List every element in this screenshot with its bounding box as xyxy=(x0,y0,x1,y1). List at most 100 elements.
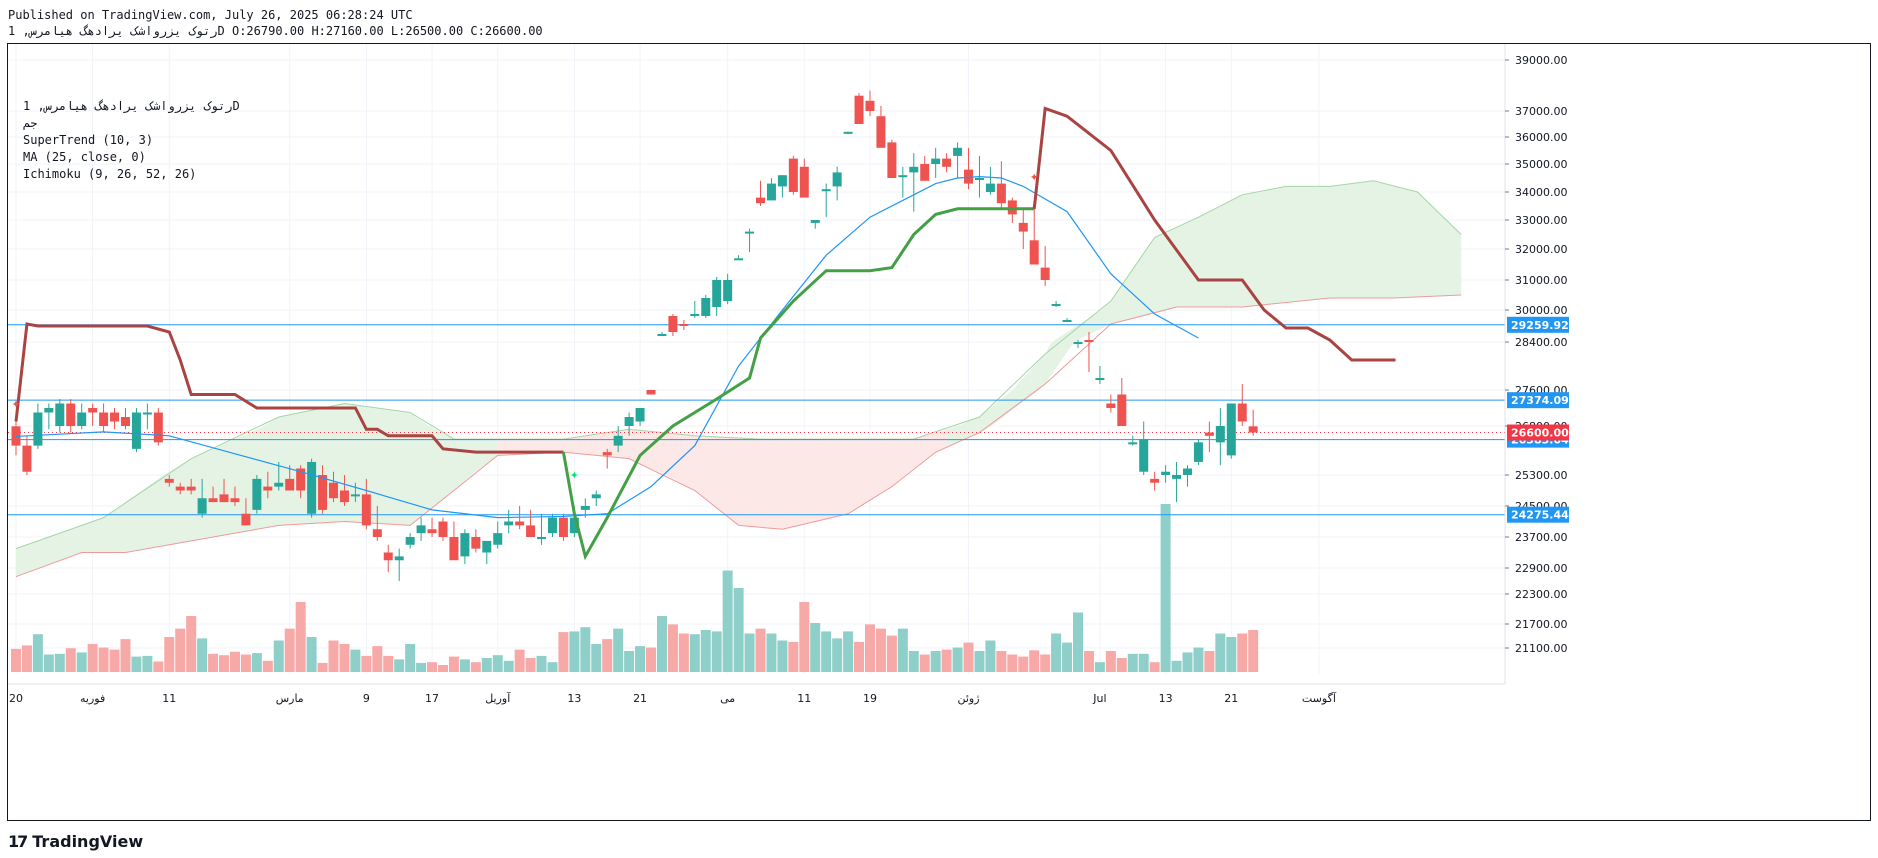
volume-bar xyxy=(1149,662,1160,672)
candle-body xyxy=(329,482,339,499)
volume-bar xyxy=(1083,651,1094,672)
legend-ma[interactable]: MA (25, close, 0) xyxy=(23,150,146,164)
cloud-green xyxy=(946,180,1462,448)
candle-body xyxy=(865,100,875,111)
volume-bar xyxy=(427,662,438,672)
y-tick-label: 30000.00 xyxy=(1515,304,1568,317)
candle-body xyxy=(1150,478,1160,483)
candle-body xyxy=(1226,403,1236,456)
candle-body xyxy=(504,521,514,526)
volume-bar xyxy=(459,659,470,672)
y-tick-label: 39000.00 xyxy=(1515,54,1568,67)
candle-body xyxy=(635,408,645,422)
x-tick-label: مارس xyxy=(276,692,304,705)
price-axis: 39000.00 37000.00 36000.00 35000.00 34000.00… xyxy=(1504,44,1568,684)
legend-symbol[interactable]: رتوک یزرواشک یرادهگ هیامرس, 1D xyxy=(23,99,240,113)
hline-label: 29259.92 xyxy=(1511,319,1569,332)
candle-body xyxy=(953,147,963,156)
volume-bar xyxy=(1040,654,1051,672)
candle-body xyxy=(252,478,262,510)
candle-body xyxy=(427,529,437,534)
x-tick-label: 21 xyxy=(1224,692,1238,705)
candle-body xyxy=(821,189,831,192)
candle-body xyxy=(887,142,897,178)
x-tick-label: آگوست xyxy=(1302,691,1337,705)
candle-body xyxy=(296,468,306,491)
candle-body xyxy=(318,475,328,510)
volume-bar xyxy=(875,628,886,672)
legend-supertrend[interactable]: SuperTrend (10, 3) xyxy=(23,133,154,147)
candle-body xyxy=(723,280,733,301)
tradingview-logo: 17 TradingView xyxy=(8,832,143,851)
volume-bar xyxy=(810,623,821,672)
volume-bar xyxy=(1073,612,1084,672)
candle-body xyxy=(777,175,787,187)
volume-bar xyxy=(941,649,952,672)
x-tick-label: 13 xyxy=(1159,692,1173,705)
x-tick-label: Jul xyxy=(1092,692,1106,705)
candle-body xyxy=(1161,471,1171,475)
volume-bar xyxy=(295,602,306,672)
volume-bar xyxy=(164,637,175,672)
candle-body xyxy=(1040,267,1050,280)
chart-legend: رتوک یزرواشک یرادهگ هیامرس, 1D جم SuperT… xyxy=(23,98,240,183)
candle-body xyxy=(66,403,76,426)
legend-exchange: جم xyxy=(23,116,38,130)
candle-body xyxy=(843,131,853,134)
candle-body xyxy=(657,334,667,336)
volume-bar xyxy=(1062,642,1073,672)
supertrend-down-line xyxy=(14,322,564,454)
volume-bar xyxy=(777,640,788,672)
volume-bar xyxy=(43,654,54,672)
volume-bar xyxy=(350,649,361,672)
candle-body xyxy=(44,408,54,413)
cloud-span-b xyxy=(15,294,1462,578)
y-tick-label: 22900.00 xyxy=(1515,562,1568,575)
volume-bar xyxy=(273,640,284,672)
candle-body xyxy=(383,552,393,561)
candle-body xyxy=(734,258,744,261)
volume-bar xyxy=(448,656,459,672)
legend-ichimoku[interactable]: Ichimoku (9, 26, 52, 26) xyxy=(23,167,197,181)
volume-bar xyxy=(689,634,700,672)
volume-bar xyxy=(536,655,547,672)
candle-body xyxy=(208,498,218,503)
volume-bar xyxy=(1237,633,1248,672)
volume-bar xyxy=(1138,653,1149,672)
candle-body xyxy=(942,158,952,167)
candle-body xyxy=(580,506,590,510)
price-chart[interactable]: ✦ ✦ ✦ 39000.00 37000.00 36000.00 35000.00 3400… xyxy=(8,44,1870,820)
candle-body xyxy=(854,95,864,124)
candle-body xyxy=(1073,342,1083,344)
x-tick-label: 11 xyxy=(162,692,176,705)
y-tick-label: 32000.00 xyxy=(1515,243,1568,256)
candle-body xyxy=(832,172,842,187)
chart-pane[interactable]: ✦ ✦ ✦ 39000.00 37000.00 36000.00 35000.00 3400… xyxy=(7,43,1871,821)
candle-body xyxy=(756,197,765,204)
volume-bar xyxy=(1029,650,1040,672)
y-tick-label: 34000.00 xyxy=(1515,186,1568,199)
candle-body xyxy=(1117,394,1127,426)
volume-bar xyxy=(788,641,799,672)
volume-bar xyxy=(1105,651,1116,672)
candle-body xyxy=(263,486,273,491)
volume-bar xyxy=(1051,633,1062,672)
hline-label: 24275.44 xyxy=(1511,509,1569,522)
candle-body xyxy=(449,537,459,561)
candle-body xyxy=(1084,340,1094,342)
candle-body xyxy=(799,166,809,198)
volume-bar xyxy=(76,652,87,672)
candle-body xyxy=(77,412,87,426)
candle-body xyxy=(690,314,700,316)
volume-bars xyxy=(11,504,1259,672)
candle-body xyxy=(537,537,547,539)
candle-body xyxy=(1215,426,1225,443)
volume-bar xyxy=(175,628,186,672)
tradingview-logo-icon: 17 xyxy=(8,832,28,851)
volume-bar xyxy=(98,647,109,672)
candle-body xyxy=(339,490,349,503)
volume-bar xyxy=(65,648,76,672)
candle-body xyxy=(624,417,634,426)
candle-body xyxy=(788,158,798,192)
